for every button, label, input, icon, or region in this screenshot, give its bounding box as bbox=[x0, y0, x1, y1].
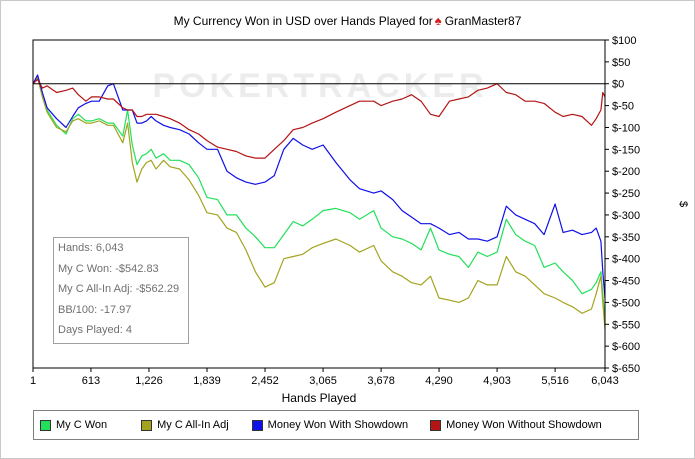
y-tick-label: $-300 bbox=[612, 210, 640, 222]
player-name: GranMaster87 bbox=[444, 14, 522, 28]
series-line-my-c-all-in-adj bbox=[32, 76, 606, 330]
y-tick-label: $100 bbox=[612, 35, 636, 47]
plot-area-border bbox=[32, 39, 606, 369]
stat-won: My C Won: -$542.83 bbox=[58, 262, 159, 275]
y-tick-label: $-600 bbox=[612, 341, 640, 353]
stat-hands: Hands: 6,043 bbox=[58, 242, 124, 254]
x-axis-label: Hands Played bbox=[282, 391, 357, 405]
stats-info-box: Hands: 6,043 My C Won: -$542.83 My C All… bbox=[53, 237, 189, 344]
stat-bb100: BB/100: -17.97 bbox=[58, 303, 132, 316]
y-tick-label: $-100 bbox=[612, 122, 640, 134]
watermark-text: POKERTRACKER bbox=[152, 67, 487, 105]
x-tick-label: 2,452 bbox=[251, 375, 279, 387]
y-tick-label: $-450 bbox=[612, 276, 640, 288]
x-tick-label: 3,065 bbox=[309, 375, 337, 387]
legend-swatch bbox=[251, 419, 263, 431]
y-tick-label: $-500 bbox=[612, 297, 640, 309]
chart-title: My Currency Won in USD over Hands Played… bbox=[0, 13, 695, 28]
legend-item-all-in-adj[interactable]: My C All-In Adj bbox=[141, 419, 229, 431]
y-tick-label: $-650 bbox=[612, 363, 640, 375]
stat-days-played: Days Played: 4 bbox=[58, 324, 132, 336]
x-tick-label: 1,839 bbox=[193, 375, 221, 387]
chart-title-text: My Currency Won in USD over Hands Played… bbox=[173, 14, 433, 28]
legend-label: Money Won Without Showdown bbox=[446, 419, 602, 431]
x-tick-label: 5,516 bbox=[541, 375, 569, 387]
y-tick-label: $-200 bbox=[612, 166, 640, 178]
chart-legend: My C Won My C All-In Adj Money Won With … bbox=[33, 410, 639, 440]
x-tick-label: 4,903 bbox=[483, 375, 511, 387]
legend-item-my-c-won[interactable]: My C Won bbox=[40, 419, 107, 431]
legend-label: My C All-In Adj bbox=[157, 419, 229, 431]
legend-swatch bbox=[430, 419, 442, 431]
y-tick-label: $-250 bbox=[612, 188, 640, 200]
x-tick-label: 1 bbox=[30, 375, 36, 387]
y-tick-label: $-150 bbox=[612, 144, 640, 156]
x-tick-label: 613 bbox=[82, 375, 100, 387]
x-tick-label: 1,226 bbox=[135, 375, 163, 387]
x-tick-label: 4,290 bbox=[425, 375, 453, 387]
legend-item-with-showdown[interactable]: Money Won With Showdown bbox=[251, 419, 409, 431]
legend-item-without-showdown[interactable]: Money Won Without Showdown bbox=[430, 419, 602, 431]
legend-swatch bbox=[40, 419, 51, 431]
series-line-money-won-without-showdown bbox=[32, 78, 606, 159]
spade-icon: ♠ bbox=[434, 13, 442, 28]
y-tick-label: $-350 bbox=[612, 232, 640, 244]
y-tick-label: $-550 bbox=[612, 319, 640, 331]
y-axis-label: $ bbox=[677, 201, 689, 207]
y-tick-label: $-50 bbox=[612, 101, 634, 113]
legend-label: My C Won bbox=[56, 419, 108, 431]
y-tick-label: $0 bbox=[612, 79, 624, 91]
stat-allin-adj: My C All-In Adj: -$562.29 bbox=[58, 283, 180, 295]
x-tick-label: 3,678 bbox=[367, 375, 395, 387]
legend-label: Money Won With Showdown bbox=[267, 419, 409, 431]
y-tick-label: $50 bbox=[612, 57, 630, 69]
x-tick-label: 6,043 bbox=[591, 375, 619, 387]
y-tick-label: $-400 bbox=[612, 254, 640, 266]
legend-swatch bbox=[141, 419, 153, 431]
series-line-money-won-with-showdown bbox=[32, 74, 606, 299]
series-line-my-c-won bbox=[32, 76, 606, 322]
